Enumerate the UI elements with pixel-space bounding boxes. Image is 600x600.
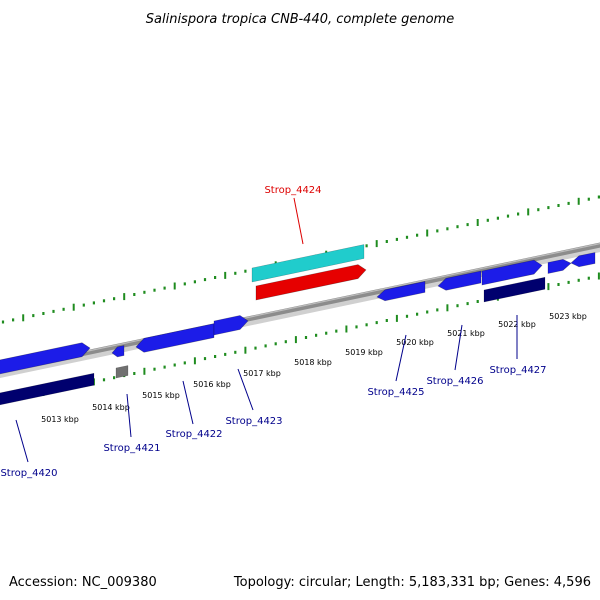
gene-label-strop-4421[interactable]: Strop_4421: [103, 443, 160, 454]
ruler-label: 5023 kbp: [549, 312, 587, 321]
feature-strop-4424[interactable]: [251, 244, 365, 283]
ruler-label: 5019 kbp: [345, 348, 383, 357]
genome-summary-text: Topology: circular; Length: 5,183,331 bp…: [233, 575, 591, 590]
gene-strop-4428[interactable]: [547, 259, 572, 274]
outer-tick-ring: [1, 195, 600, 324]
gene-strop-4421[interactable]: [111, 345, 125, 358]
gene-strop-4425[interactable]: [376, 281, 426, 302]
ruler-label: 5020 kbp: [396, 338, 434, 347]
gene-label-strop-4427[interactable]: Strop_4427: [489, 365, 546, 376]
map-title: Salinispora tropica CNB-440, complete ge…: [146, 12, 454, 27]
gene-label-strop-4424[interactable]: Strop_4424: [264, 185, 321, 196]
gene-strop-4427[interactable]: [481, 259, 543, 286]
ruler-label: 5017 kbp: [243, 369, 281, 378]
gene-label-strop-4426[interactable]: Strop_4426: [426, 376, 483, 387]
ruler-label: 5016 kbp: [193, 380, 231, 389]
feature-strop-4421[interactable]: [115, 365, 129, 379]
ruler-label: 5013 kbp: [41, 415, 79, 424]
cds-strop-4420[interactable]: [0, 372, 95, 407]
gene-label-leaders: [15, 197, 518, 463]
accession-text: Accession: NC_009380: [9, 575, 157, 590]
cds-strop-4427[interactable]: [483, 276, 546, 303]
gene-strop-4429[interactable]: [570, 252, 596, 268]
ruler-label: 5021 kbp: [447, 329, 485, 338]
gene-strop-4420[interactable]: [0, 342, 91, 376]
gene-label-strop-4422[interactable]: Strop_4422: [165, 429, 222, 440]
gene-label-strop-4423[interactable]: Strop_4423: [225, 416, 282, 427]
gene-label-strop-4425[interactable]: Strop_4425: [367, 387, 424, 398]
ruler-label: 5018 kbp: [294, 358, 332, 367]
gene-strop-4424[interactable]: [255, 264, 367, 301]
ruler-label: 5014 kbp: [92, 403, 130, 412]
gene-strop-4422[interactable]: [135, 323, 215, 353]
ruler-label: 5015 kbp: [142, 391, 180, 400]
gene-strop-4423[interactable]: [213, 315, 249, 336]
gene-labels: Strop_4420 Strop_4421 Strop_4422 Strop_4…: [0, 185, 546, 479]
gene-label-strop-4420[interactable]: Strop_4420: [0, 468, 57, 479]
ruler-labels: 5013 kbp 5014 kbp 5015 kbp 5016 kbp 5017…: [41, 312, 587, 424]
feature-track: [0, 244, 596, 407]
gene-strop-4426[interactable]: [437, 270, 482, 291]
